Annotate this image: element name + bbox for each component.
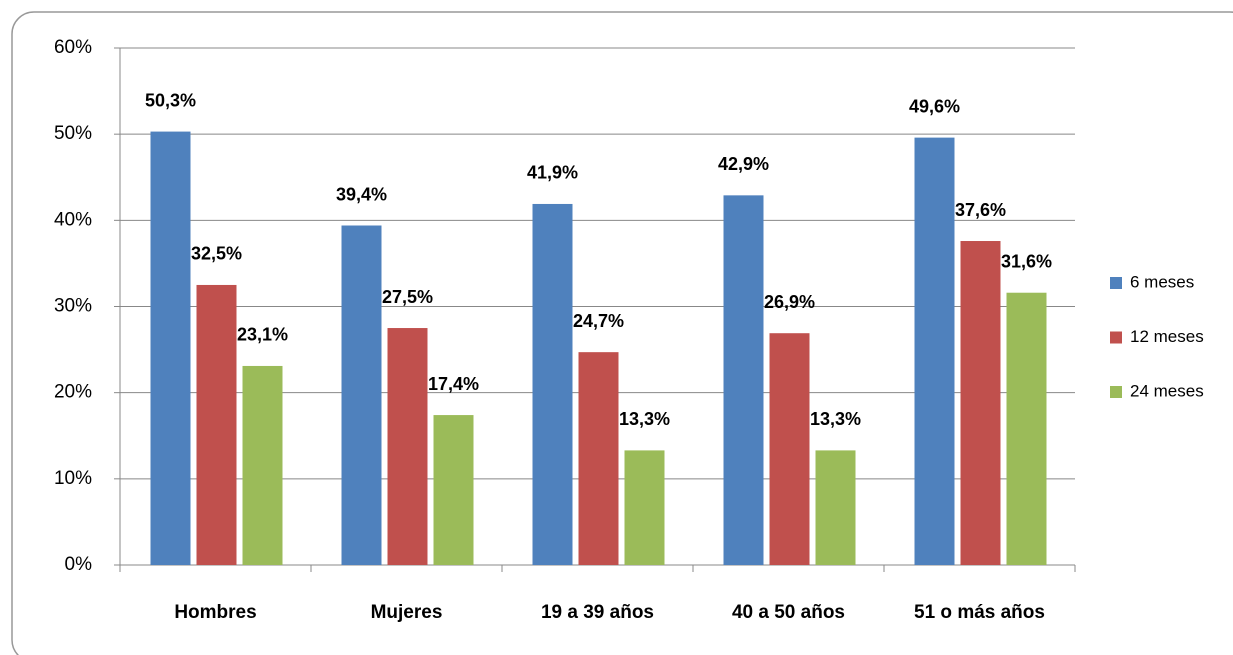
bar <box>532 203 573 565</box>
bar <box>815 450 856 565</box>
bar <box>242 365 283 565</box>
bar <box>769 333 810 565</box>
value-label: 23,1% <box>237 325 288 345</box>
bar <box>150 131 191 565</box>
x-tick-label: 40 a 50 años <box>732 602 845 623</box>
value-label: 32,5% <box>191 244 242 264</box>
value-label: 41,9% <box>527 163 578 183</box>
legend-swatch <box>1110 277 1122 289</box>
value-label: 49,6% <box>909 96 960 116</box>
value-label: 50,3% <box>145 90 196 110</box>
bar <box>914 137 955 565</box>
value-label: 24,7% <box>573 311 624 331</box>
y-tick-label: 30% <box>54 296 92 317</box>
x-tick-label: 19 a 39 años <box>541 602 654 623</box>
value-label: 13,3% <box>619 409 670 429</box>
legend-label: 24 meses <box>1130 381 1204 400</box>
value-label: 17,4% <box>428 374 479 394</box>
y-tick-label: 40% <box>54 209 92 230</box>
value-label: 26,9% <box>764 292 815 312</box>
y-tick-label: 60% <box>54 37 92 58</box>
bar <box>723 195 764 565</box>
value-label: 37,6% <box>955 200 1006 220</box>
value-label: 27,5% <box>382 287 433 307</box>
bar <box>387 328 428 565</box>
x-tick-label: 51 o más años <box>914 602 1045 623</box>
y-tick-label: 10% <box>54 468 92 489</box>
bar <box>624 450 665 565</box>
value-label: 13,3% <box>810 409 861 429</box>
legend-label: 6 meses <box>1130 272 1194 291</box>
legend-swatch <box>1110 331 1122 344</box>
bar <box>196 284 237 565</box>
value-label: 42,9% <box>718 154 769 174</box>
bar <box>578 352 619 565</box>
y-tick-label: 50% <box>54 123 92 144</box>
bar <box>960 241 1001 565</box>
legend-swatch <box>1110 386 1122 398</box>
bar <box>341 225 382 565</box>
chart-border <box>11 11 1233 655</box>
x-tick-label: Mujeres <box>371 602 443 623</box>
bar <box>433 415 474 565</box>
y-tick-label: 0% <box>65 554 93 575</box>
value-label: 31,6% <box>1001 251 1052 271</box>
legend-label: 12 meses <box>1130 327 1204 346</box>
y-tick-label: 20% <box>54 382 92 403</box>
value-label: 39,4% <box>336 184 387 204</box>
x-tick-label: Hombres <box>174 602 256 623</box>
bar <box>1006 292 1047 565</box>
